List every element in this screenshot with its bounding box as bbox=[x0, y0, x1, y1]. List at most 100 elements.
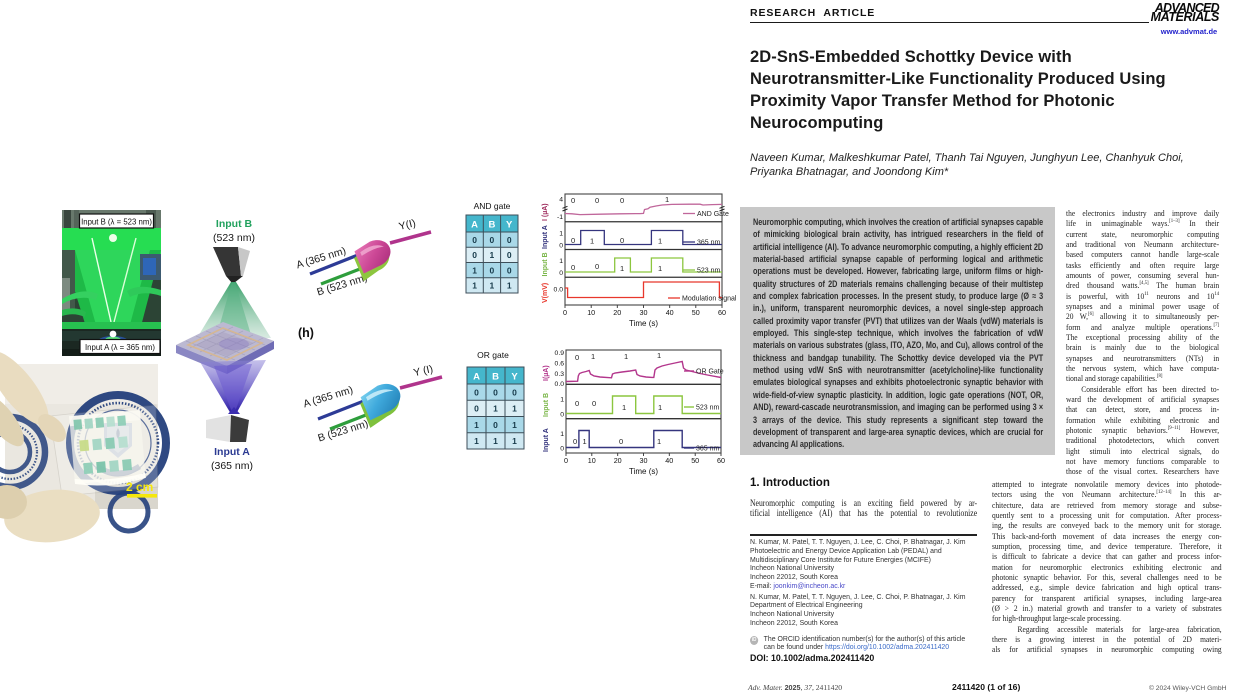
svg-text:0.0: 0.0 bbox=[555, 381, 565, 388]
svg-text:0: 0 bbox=[559, 243, 563, 250]
svg-text:1: 1 bbox=[560, 431, 564, 438]
svg-text:0: 0 bbox=[620, 196, 624, 205]
svg-text:1: 1 bbox=[474, 420, 479, 430]
svg-text:OR gate: OR gate bbox=[477, 350, 509, 360]
svg-text:A (365 nm): A (365 nm) bbox=[295, 245, 348, 271]
svg-text:1: 1 bbox=[512, 436, 517, 446]
svg-text:0.0: 0.0 bbox=[554, 287, 564, 294]
svg-text:0: 0 bbox=[595, 196, 599, 205]
svg-text:0: 0 bbox=[507, 250, 512, 260]
svg-text:0: 0 bbox=[507, 266, 512, 276]
svg-text:Y: Y bbox=[506, 220, 513, 231]
svg-text:1: 1 bbox=[490, 250, 495, 260]
svg-text:365 nm: 365 nm bbox=[696, 446, 720, 453]
svg-text:0: 0 bbox=[472, 235, 477, 245]
svg-text:40: 40 bbox=[666, 308, 674, 317]
svg-text:1: 1 bbox=[658, 403, 662, 412]
svg-text:Input B: Input B bbox=[216, 218, 253, 230]
svg-text:Input B: Input B bbox=[543, 393, 550, 417]
svg-text:50: 50 bbox=[691, 456, 699, 465]
svg-text:0: 0 bbox=[490, 235, 495, 245]
svg-text:1: 1 bbox=[493, 404, 498, 414]
svg-text:(523 nm): (523 nm) bbox=[213, 232, 255, 244]
svg-text:0: 0 bbox=[474, 388, 479, 398]
svg-text:0: 0 bbox=[619, 437, 623, 446]
svg-text:1: 1 bbox=[658, 264, 662, 273]
svg-text:0: 0 bbox=[512, 388, 517, 398]
svg-text:0: 0 bbox=[563, 308, 567, 317]
svg-text:0: 0 bbox=[571, 236, 575, 245]
svg-text:Input B (λ = 523 nm): Input B (λ = 523 nm) bbox=[81, 218, 152, 227]
svg-text:Input A: Input A bbox=[542, 225, 549, 249]
svg-text:A: A bbox=[471, 220, 478, 231]
svg-text:0: 0 bbox=[575, 353, 579, 362]
svg-text:1: 1 bbox=[624, 352, 628, 361]
svg-text:V(mV): V(mV) bbox=[542, 283, 549, 303]
svg-text:B (523 nm): B (523 nm) bbox=[317, 418, 370, 445]
svg-text:(365 nm): (365 nm) bbox=[211, 460, 253, 472]
svg-text:20: 20 bbox=[613, 308, 621, 317]
svg-text:0: 0 bbox=[507, 235, 512, 245]
svg-text:0: 0 bbox=[560, 412, 564, 419]
svg-text:50: 50 bbox=[692, 308, 700, 317]
svg-text:30: 30 bbox=[640, 308, 648, 317]
svg-text:60: 60 bbox=[718, 308, 726, 317]
svg-text:I(µA): I(µA) bbox=[543, 365, 550, 381]
svg-text:AND gate: AND gate bbox=[474, 201, 511, 211]
svg-text:0: 0 bbox=[575, 399, 579, 408]
svg-text:0.6: 0.6 bbox=[555, 361, 565, 368]
svg-text:Time (s): Time (s) bbox=[629, 319, 658, 328]
svg-text:Input A (λ = 365 nm): Input A (λ = 365 nm) bbox=[85, 343, 155, 352]
svg-text:A: A bbox=[473, 372, 480, 383]
svg-text:Modulation signal: Modulation signal bbox=[682, 296, 737, 303]
svg-text:Input A: Input A bbox=[543, 428, 550, 452]
svg-text:10: 10 bbox=[587, 308, 595, 317]
svg-text:1: 1 bbox=[583, 437, 587, 446]
svg-text:0: 0 bbox=[592, 399, 596, 408]
svg-text:1: 1 bbox=[559, 258, 563, 265]
svg-text:0: 0 bbox=[560, 446, 564, 453]
svg-text:1: 1 bbox=[665, 195, 669, 204]
svg-text:1: 1 bbox=[658, 237, 662, 246]
svg-text:1: 1 bbox=[559, 231, 563, 238]
svg-text:1: 1 bbox=[622, 403, 626, 412]
svg-text:60: 60 bbox=[717, 456, 725, 465]
svg-text:1: 1 bbox=[657, 437, 661, 446]
svg-text:523 nm: 523 nm bbox=[697, 268, 721, 275]
svg-text:Time (s): Time (s) bbox=[629, 467, 658, 476]
svg-text:1: 1 bbox=[472, 266, 477, 276]
svg-text:0: 0 bbox=[573, 437, 577, 446]
svg-text:1: 1 bbox=[493, 436, 498, 446]
svg-text:Input B: Input B bbox=[542, 252, 549, 276]
svg-text:1: 1 bbox=[507, 281, 512, 291]
svg-text:20: 20 bbox=[614, 456, 622, 465]
svg-text:0.3: 0.3 bbox=[555, 371, 565, 378]
svg-text:1: 1 bbox=[512, 404, 517, 414]
svg-text:I (µA): I (µA) bbox=[542, 203, 549, 221]
svg-text:1: 1 bbox=[474, 436, 479, 446]
svg-text:Input A: Input A bbox=[214, 446, 250, 458]
svg-text:0: 0 bbox=[620, 236, 624, 245]
svg-text:0: 0 bbox=[490, 266, 495, 276]
svg-text:1: 1 bbox=[472, 281, 477, 291]
svg-text:523 nm: 523 nm bbox=[696, 405, 720, 412]
svg-text:B: B bbox=[488, 220, 495, 231]
svg-text:0: 0 bbox=[559, 270, 563, 277]
svg-text:0: 0 bbox=[564, 456, 568, 465]
svg-text:365 nm: 365 nm bbox=[697, 240, 721, 247]
svg-text:1: 1 bbox=[590, 237, 594, 246]
svg-text:-1: -1 bbox=[557, 214, 563, 221]
svg-text:0: 0 bbox=[571, 196, 575, 205]
svg-text:0: 0 bbox=[472, 250, 477, 260]
svg-text:1: 1 bbox=[512, 420, 517, 430]
svg-text:0: 0 bbox=[493, 388, 498, 398]
svg-text:1: 1 bbox=[591, 352, 595, 361]
svg-text:Y: Y bbox=[511, 372, 518, 383]
svg-text:0: 0 bbox=[493, 420, 498, 430]
svg-text:4: 4 bbox=[559, 197, 563, 204]
svg-text:B: B bbox=[492, 372, 499, 383]
svg-text:1: 1 bbox=[490, 281, 495, 291]
svg-text:(h): (h) bbox=[298, 326, 314, 340]
svg-text:0: 0 bbox=[595, 262, 599, 271]
svg-text:OR Gate: OR Gate bbox=[696, 369, 724, 376]
